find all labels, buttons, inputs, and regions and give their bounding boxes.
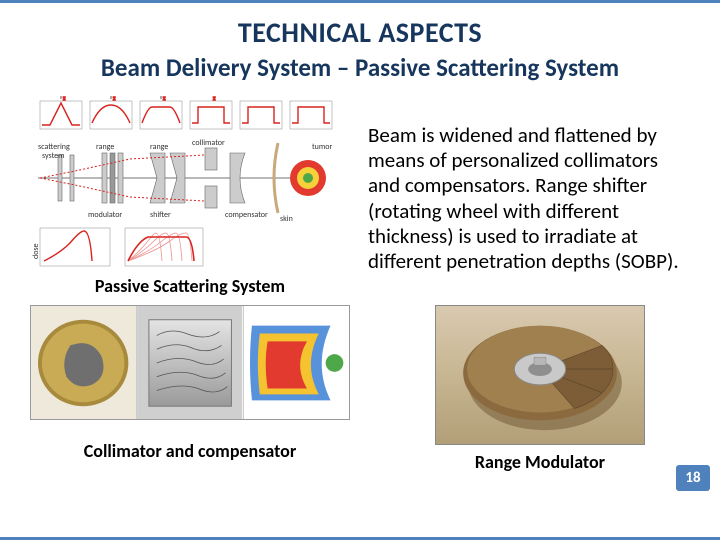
svg-text:modulator: modulator [88, 210, 122, 220]
svg-text:system: system [42, 151, 65, 161]
range-modulator-photo [435, 305, 645, 445]
slide-subtitle: Beam Delivery System – Passive Scatterin… [0, 52, 720, 83]
photo-dose-map [244, 306, 349, 419]
photo-collimator-disc [31, 306, 137, 419]
body-paragraph: Beam is widened and flattened by means o… [368, 123, 690, 274]
passive-scattering-diagram: z z z z [30, 93, 350, 273]
modulator-caption: Range Modulator [475, 451, 605, 473]
slide-title: TECHNICAL ASPECTS [0, 15, 720, 50]
label-compensator: compensator [225, 210, 268, 220]
collimator-compensator-photos [30, 305, 350, 420]
slide-number-badge: 18 [676, 465, 710, 491]
photo-compensator-block [137, 306, 243, 419]
photo-strip-caption: Collimator and compensator [30, 440, 350, 462]
svg-text:dose: dose [31, 243, 41, 259]
diagram-caption: Passive Scattering System [30, 275, 350, 297]
label-modulator: range [96, 142, 114, 152]
label-collimator: collimator [192, 138, 225, 148]
label-skin: skin [280, 214, 293, 224]
label-shifter: range [150, 142, 168, 152]
label-tumor: tumor [312, 142, 332, 152]
svg-text:shifter: shifter [150, 210, 171, 220]
